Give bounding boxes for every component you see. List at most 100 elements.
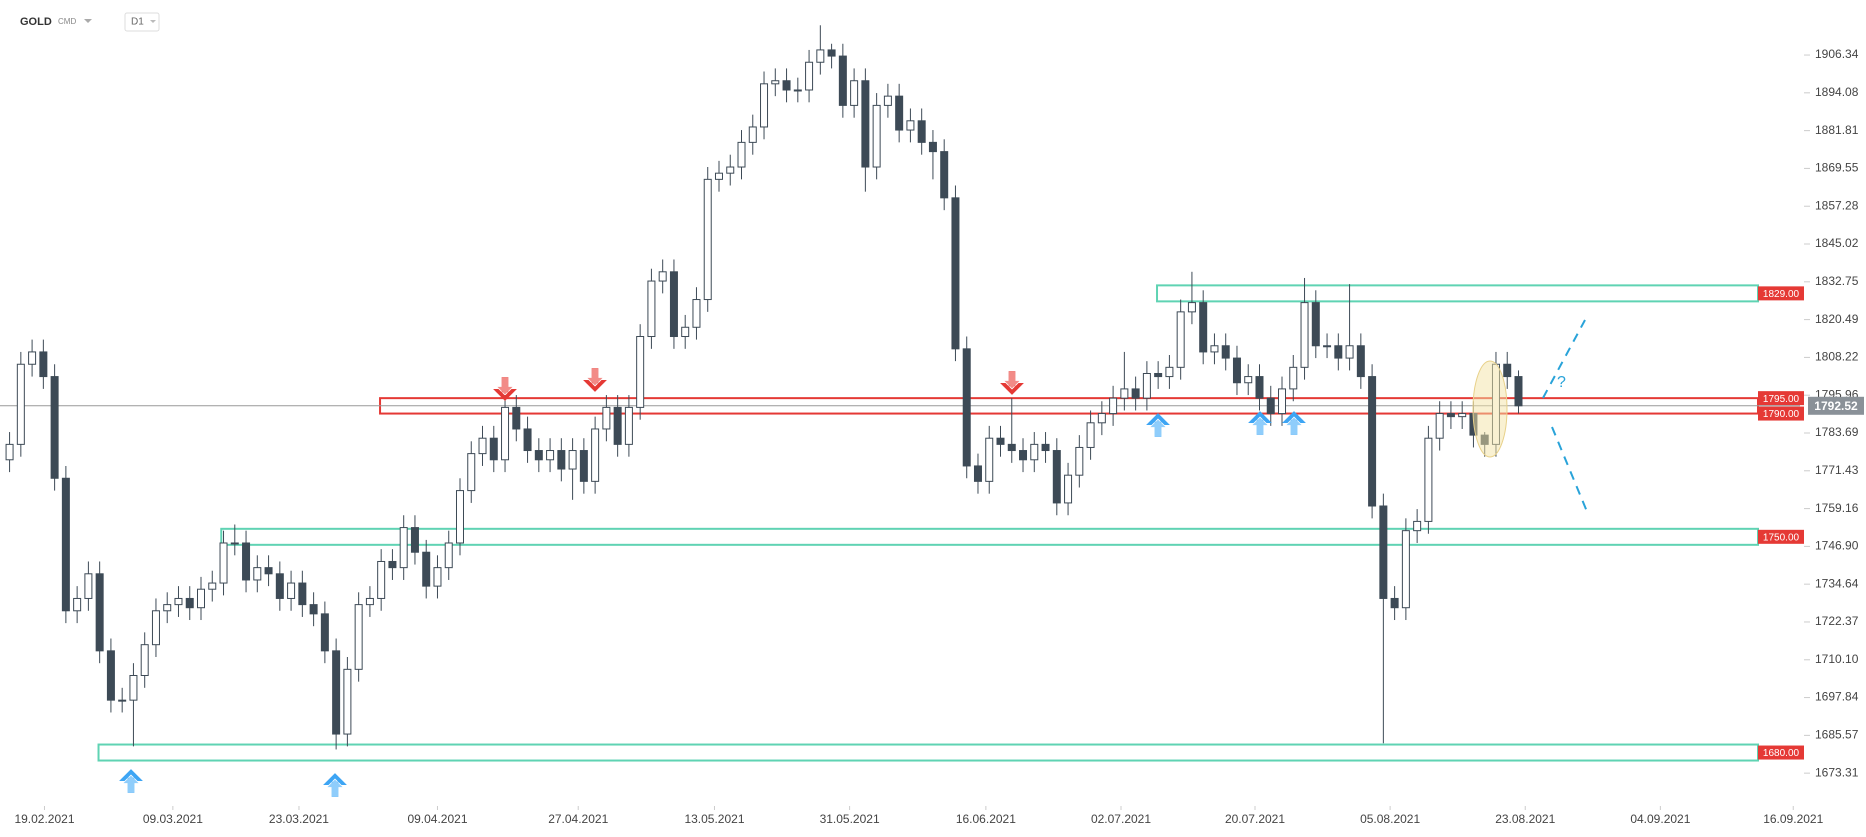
y-tick-label: 1759.16 — [1815, 501, 1859, 515]
candle-body — [5, 443, 14, 461]
up-arrow — [1146, 413, 1170, 437]
candle-body — [242, 542, 251, 581]
candle-body — [219, 542, 228, 584]
candle-body — [1503, 363, 1512, 378]
x-tick-label: 20.07.2021 — [1225, 812, 1285, 826]
candle-body — [962, 348, 971, 467]
level-tag — [1758, 529, 1804, 544]
candle-body — [1232, 357, 1241, 384]
candle-body — [557, 450, 566, 470]
candle-body — [669, 271, 678, 338]
candle-body — [444, 542, 453, 569]
candle-body — [895, 95, 904, 131]
candle-body — [917, 120, 926, 143]
candle-body — [1446, 413, 1455, 418]
y-tick-label: 1832.75 — [1815, 274, 1859, 288]
candle-body — [827, 49, 836, 57]
candle-body — [861, 80, 870, 168]
candle-body — [692, 299, 701, 328]
candle-body — [197, 588, 206, 609]
candle-body — [106, 650, 115, 701]
level-label: 1790.00 — [1763, 409, 1800, 420]
candle-body — [1199, 302, 1208, 353]
x-tick-label: 16.06.2021 — [956, 812, 1016, 826]
candle-body — [1435, 413, 1444, 439]
down-arrow — [1000, 371, 1024, 395]
candle-body — [1086, 422, 1095, 448]
candle-body — [546, 450, 555, 461]
scenario-down — [1551, 426, 1589, 515]
up-arrow — [1248, 411, 1272, 435]
candle-body — [748, 126, 757, 143]
candle-body — [1109, 397, 1118, 415]
y-tick-label: 1710.10 — [1815, 652, 1859, 666]
candle-body — [1379, 505, 1388, 599]
candle-body — [613, 406, 622, 445]
interval-box[interactable] — [124, 12, 160, 32]
candle-body — [906, 120, 915, 131]
candle-body — [410, 527, 419, 553]
candle-body — [151, 610, 160, 646]
candle-body — [1131, 388, 1140, 399]
candle-body — [455, 490, 464, 544]
candle-body — [579, 450, 588, 482]
candle-body — [681, 326, 690, 338]
level-tag — [1758, 391, 1804, 406]
x-tick-label: 04.09.2021 — [1630, 812, 1690, 826]
candle-body — [760, 83, 769, 128]
candle-body — [1514, 376, 1523, 407]
level-label: 1680.00 — [1763, 748, 1800, 759]
y-tick-label: 1857.28 — [1815, 198, 1859, 212]
candle-body — [568, 450, 577, 470]
candle-body — [1368, 376, 1377, 507]
candle-body — [883, 95, 892, 106]
candle-body — [872, 104, 881, 168]
candle-body — [174, 597, 183, 606]
candle-body — [726, 166, 735, 174]
candle-body — [973, 465, 982, 482]
candle-body — [1356, 345, 1365, 378]
down-arrow — [583, 368, 607, 392]
candle-body — [1413, 520, 1422, 532]
candle-body — [647, 280, 656, 338]
y-tick-label: 1906.34 — [1815, 47, 1859, 61]
candle-body — [1424, 437, 1433, 522]
candle-body — [73, 597, 82, 612]
candle-body — [95, 573, 104, 652]
last-price-tag — [1808, 396, 1864, 415]
candle-body — [1311, 302, 1320, 347]
candle-body — [816, 49, 825, 63]
candle-body — [534, 450, 543, 461]
level-label: 1795.00 — [1763, 394, 1800, 405]
candle-body — [658, 271, 667, 282]
dropdown-caret[interactable] — [84, 19, 92, 23]
zone-box — [97, 743, 1759, 762]
up-arrow — [1282, 411, 1306, 435]
up-arrow — [119, 769, 143, 793]
candle-body — [377, 560, 386, 599]
candle-body — [1075, 446, 1084, 476]
candle-body — [1345, 345, 1354, 359]
y-tick-label: 1746.90 — [1815, 539, 1859, 553]
candle-body — [422, 551, 431, 587]
candle-body — [838, 55, 847, 106]
highlight-ellipse — [1472, 360, 1508, 458]
candle-body — [365, 597, 374, 606]
y-tick-label: 1783.69 — [1815, 425, 1859, 439]
candle-body — [928, 141, 937, 153]
candle-body — [264, 567, 273, 575]
candle-body — [1401, 530, 1410, 609]
candle-body — [1458, 413, 1467, 418]
candle-body — [985, 437, 994, 482]
candle-body — [1210, 345, 1219, 353]
candle-body — [185, 597, 194, 609]
candle-body — [354, 604, 363, 670]
candle-body — [1176, 311, 1185, 368]
candle-body — [1120, 388, 1129, 399]
y-tick-label: 1869.55 — [1815, 161, 1859, 175]
candle-body — [309, 604, 318, 615]
up-arrow — [323, 773, 347, 797]
candle-body — [399, 527, 408, 569]
